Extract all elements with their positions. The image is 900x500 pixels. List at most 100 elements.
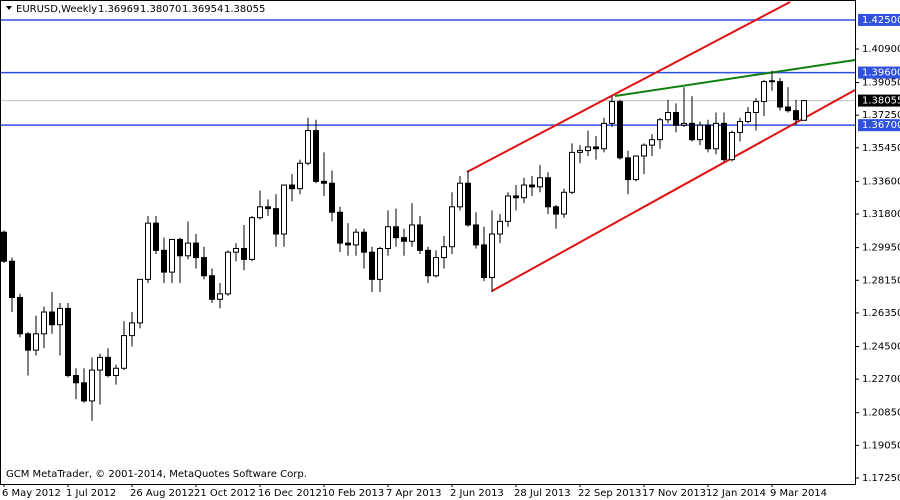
candle-body <box>241 248 247 260</box>
candle-body <box>649 139 655 146</box>
candle-body <box>225 251 231 295</box>
candle-body <box>1 231 7 262</box>
y-tick-label: 1.19050 <box>862 440 900 451</box>
candle-body <box>217 293 223 300</box>
candle-body <box>569 151 575 193</box>
candle-body <box>553 206 559 215</box>
y-tick-label: 1.37250 <box>862 110 900 121</box>
candle-body <box>321 180 327 184</box>
x-tick-label: 10 Feb 2013 <box>322 488 384 499</box>
candle-body <box>681 122 687 126</box>
candle-body <box>313 130 319 182</box>
candle-body <box>281 184 287 235</box>
candle-body <box>209 275 215 300</box>
candle-body <box>425 249 431 277</box>
price-level-label: 1.38055 <box>862 96 900 107</box>
candle-body <box>297 162 303 190</box>
candle-body <box>161 249 167 273</box>
candle-body <box>73 375 79 384</box>
y-tick-label: 1.40900 <box>862 44 900 55</box>
candle-body <box>265 206 271 210</box>
candle-body <box>609 101 615 124</box>
candle-body <box>185 242 191 257</box>
x-tick-label: 28 Jul 2013 <box>514 488 571 499</box>
candle-body <box>673 111 679 126</box>
candle-body <box>249 217 255 260</box>
y-tick-label: 1.28150 <box>862 275 900 286</box>
price-level-box <box>858 119 900 132</box>
x-tick-label: 7 Apr 2013 <box>386 488 441 499</box>
candle-body <box>737 121 743 133</box>
candle-body <box>729 131 735 161</box>
x-tick-label: 12 Jan 2014 <box>706 488 766 499</box>
candle-body <box>113 367 119 377</box>
x-tick-label: 1 Jul 2012 <box>66 488 116 499</box>
candle-body <box>489 233 495 279</box>
candle-body <box>273 208 279 235</box>
candle-body <box>481 244 487 279</box>
candle-body <box>689 122 695 141</box>
candle-body <box>561 191 567 215</box>
candle-body <box>529 184 535 188</box>
candle-body <box>49 311 55 326</box>
price-level-label: 1.42500 <box>862 15 900 26</box>
x-tick-label: 17 Nov 2013 <box>642 488 706 499</box>
candle-body <box>393 226 399 239</box>
resistance-line <box>614 59 856 97</box>
candle-body <box>65 307 71 377</box>
y-tick-label: 1.22700 <box>862 374 900 385</box>
candle-body <box>33 333 39 351</box>
price-level-label: 1.39600 <box>862 68 900 79</box>
candle-body <box>257 206 263 219</box>
candle-body <box>457 182 463 208</box>
menu-arrow[interactable] <box>6 6 12 10</box>
candle-body <box>785 106 791 112</box>
candle-body <box>537 177 543 188</box>
candle-body <box>377 248 383 280</box>
candle-body <box>153 222 159 251</box>
candle-body <box>449 206 455 248</box>
candle-body <box>665 111 671 121</box>
candle-body <box>89 369 95 402</box>
footer: GCM MetaTrader, © 2001-2014, MetaQuotes … <box>6 469 307 480</box>
candle-body <box>289 184 295 190</box>
y-tick-label: 1.33600 <box>862 176 900 187</box>
candle-body <box>409 224 415 242</box>
ohlc-high: 1.38070 <box>140 4 181 15</box>
candle-body <box>769 80 775 83</box>
y-tick-label: 1.31800 <box>862 209 900 220</box>
candle-body <box>777 81 783 108</box>
candle-body <box>25 333 31 351</box>
candle-body <box>641 144 647 157</box>
candle-body <box>129 322 135 337</box>
candle-body <box>473 224 479 246</box>
price-level-label: 1.36700 <box>862 120 900 131</box>
candle-body <box>585 146 591 152</box>
candle-body <box>801 100 807 121</box>
candle-body <box>9 260 15 299</box>
candle-body <box>593 146 599 150</box>
channel-bottom <box>491 89 856 292</box>
candle-body <box>433 257 439 277</box>
candle-body <box>497 220 503 235</box>
x-tick-label: 6 May 2012 <box>2 488 61 499</box>
y-tick-label: 1.35450 <box>862 143 900 154</box>
symbol: EURUSD,Weekly <box>16 4 97 15</box>
candle-body <box>505 195 511 222</box>
candle-body <box>145 222 151 280</box>
x-tick-label: 9 Mar 2014 <box>770 488 827 499</box>
candle-body <box>793 110 799 121</box>
candle-body <box>713 122 719 150</box>
candle-body <box>353 231 359 246</box>
candle-body <box>137 278 143 324</box>
candle-body <box>721 122 727 161</box>
candle-body <box>745 111 751 123</box>
x-tick-label: 2 Jun 2013 <box>450 488 504 499</box>
candle-body <box>57 307 63 326</box>
candle-body <box>337 211 343 244</box>
price-level-box <box>858 66 900 79</box>
candle-body <box>513 195 519 199</box>
x-tick-label: 26 Aug 2012 <box>130 488 194 499</box>
candle-body <box>177 238 183 257</box>
